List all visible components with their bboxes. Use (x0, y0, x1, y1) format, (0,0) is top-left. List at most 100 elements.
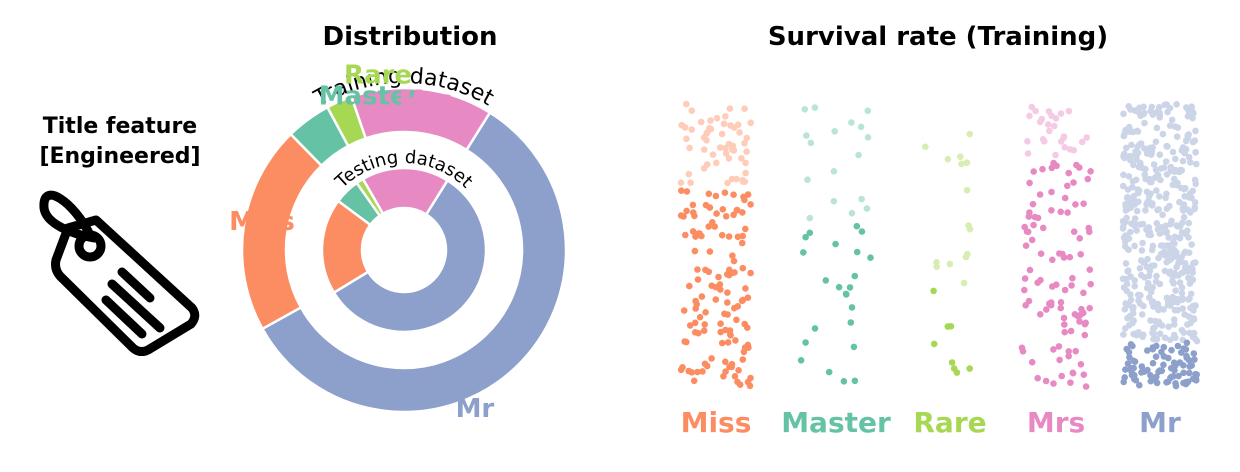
point-mr-died (1156, 151, 1164, 158)
point-miss-died (742, 159, 749, 167)
point-mrs-survived (1066, 253, 1074, 261)
point-master-died (830, 197, 838, 205)
point-mr-died (1127, 228, 1134, 236)
point-master-died (848, 209, 856, 217)
point-mrs-survived (1081, 331, 1089, 339)
point-miss-survived (734, 233, 742, 241)
point-mr-died (1149, 242, 1157, 250)
point-master-survived (802, 339, 809, 346)
point-mr-died (1133, 127, 1141, 135)
point-mrs-survived (1039, 224, 1047, 232)
point-mrs-survived (1039, 165, 1046, 173)
point-mr-died (1175, 259, 1182, 267)
point-mrs-survived (1061, 321, 1068, 328)
point-mrs-survived (1080, 200, 1087, 207)
point-mrs-survived (1026, 179, 1033, 187)
point-mr-died (1171, 233, 1179, 241)
point-mr-survived (1131, 358, 1139, 366)
point-mrs-survived (1072, 201, 1079, 208)
point-mr-died (1125, 301, 1133, 309)
point-mrs-survived (1064, 209, 1071, 216)
point-mr-died (1161, 242, 1168, 250)
donut-label-mrs: Mrs (399, 86, 453, 116)
point-mrs-died (1041, 138, 1048, 145)
point-mrs-died (1024, 138, 1031, 145)
point-mr-died (1166, 245, 1174, 252)
point-mr-died (1139, 333, 1146, 341)
point-mr-survived (1182, 379, 1189, 386)
point-miss-died (713, 159, 720, 167)
donut-inner-slice-mr (332, 178, 488, 334)
point-mrs-died (1078, 138, 1086, 146)
point-miss-survived (747, 269, 754, 277)
point-mr-died (1179, 219, 1186, 226)
point-mrs-survived (1037, 311, 1044, 318)
point-miss-survived (695, 230, 702, 237)
point-master-survived (840, 378, 848, 385)
point-miss-survived (742, 285, 749, 292)
point-miss-survived (712, 296, 720, 303)
point-mr-died (1188, 241, 1195, 248)
point-mr-died (1155, 104, 1163, 111)
point-mrs-survived (1049, 256, 1056, 264)
point-mr-died (1170, 280, 1177, 287)
point-miss-died (683, 135, 690, 143)
point-miss-died (678, 121, 685, 129)
point-master-died (857, 123, 865, 131)
point-mr-died (1171, 240, 1178, 247)
point-miss-died (718, 130, 726, 138)
point-miss-survived (683, 188, 691, 195)
point-mrs-died (1065, 107, 1073, 115)
strip-label-mr: Mr (1139, 406, 1181, 439)
point-miss-died (743, 148, 750, 155)
point-mr-survived (1149, 345, 1157, 353)
point-mr-died (1154, 300, 1162, 308)
point-mrs-survived (1077, 361, 1085, 368)
point-mrs-survived (1037, 250, 1045, 257)
survival-strip-chart: Miss Master Rare Mrs Mr (677, 100, 1201, 439)
point-mr-died (1182, 137, 1190, 145)
point-miss-survived (744, 294, 752, 302)
point-master-survived (825, 368, 833, 376)
point-mrs-survived (1086, 228, 1093, 236)
point-mr-died (1143, 199, 1151, 207)
point-mr-survived (1182, 346, 1190, 353)
point-master-died (864, 134, 872, 141)
point-miss-survived (725, 233, 733, 240)
point-miss-died (688, 107, 696, 114)
point-mr-survived (1188, 362, 1196, 369)
point-mr-died (1189, 269, 1197, 277)
point-miss-survived (699, 368, 706, 375)
point-miss-survived (715, 273, 722, 281)
point-mrs-died (1048, 112, 1055, 120)
point-master-died (863, 205, 871, 212)
point-mrs-survived (1087, 168, 1094, 175)
point-mr-died (1156, 193, 1163, 200)
point-mrs-died (1061, 144, 1068, 151)
point-mr-survived (1124, 360, 1132, 367)
point-mr-died (1155, 254, 1162, 262)
point-mr-died (1171, 316, 1178, 323)
point-mr-died (1124, 268, 1131, 275)
point-mr-died (1127, 273, 1134, 280)
point-mrs-survived (1070, 228, 1078, 235)
point-mr-died (1138, 311, 1146, 318)
point-mr-survived (1123, 345, 1130, 353)
strip-master (797, 104, 874, 385)
point-mr-died (1190, 315, 1197, 322)
point-mr-died (1130, 317, 1137, 324)
point-mr-died (1191, 176, 1199, 184)
point-mr-died (1181, 264, 1189, 271)
point-rare-died (957, 153, 964, 160)
point-mrs-survived (1082, 319, 1089, 327)
point-miss-survived (701, 360, 709, 368)
point-miss-survived (738, 239, 746, 247)
point-mrs-died (1052, 151, 1059, 159)
point-mr-died (1140, 302, 1147, 310)
point-mr-died (1189, 138, 1197, 146)
point-mr-died (1192, 259, 1199, 266)
point-master-died (830, 168, 838, 175)
point-mr-survived (1191, 356, 1198, 363)
point-rare-died (933, 263, 940, 271)
point-mr-died (1181, 249, 1188, 257)
